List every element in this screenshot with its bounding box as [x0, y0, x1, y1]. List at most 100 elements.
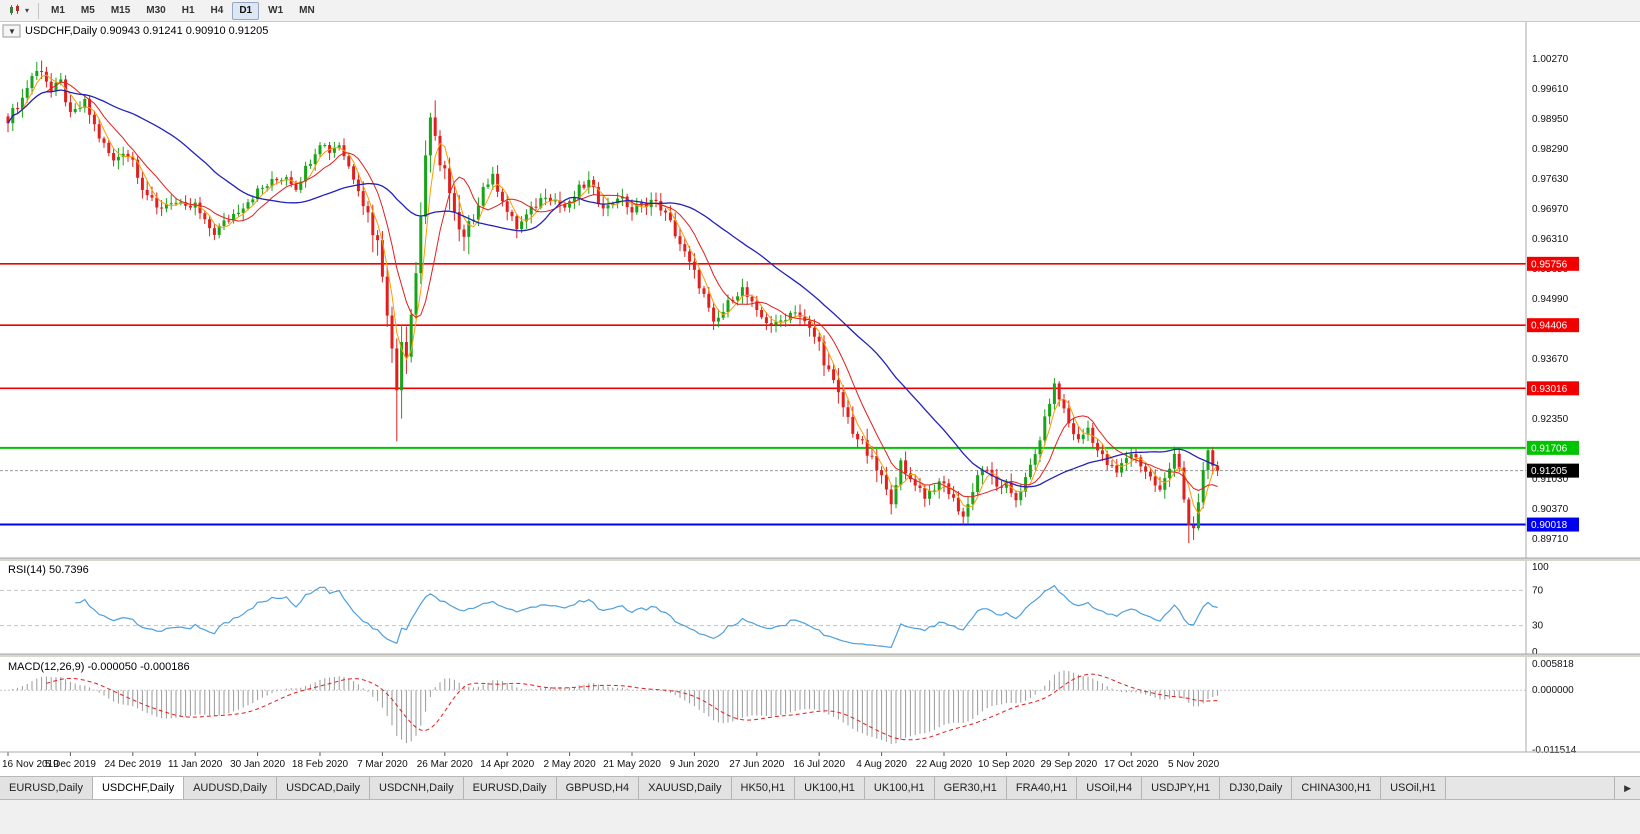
time-scale-label: 5 Nov 2020: [1168, 759, 1220, 770]
chart-tab-dj30-daily[interactable]: DJ30,Daily: [1220, 777, 1293, 799]
rsi-line: [75, 584, 1218, 649]
svg-text:0.99610: 0.99610: [1532, 84, 1569, 95]
chevron-down-icon: ▾: [25, 5, 30, 15]
chart-tab-audusd-daily[interactable]: AUDUSD,Daily: [184, 777, 278, 799]
chart-tab-uk100-h1[interactable]: UK100,H1: [795, 777, 865, 799]
ma-line-9: [7, 81, 1218, 498]
svg-text:0.94990: 0.94990: [1532, 294, 1569, 305]
bottom-filler: [0, 800, 1640, 834]
time-scale-label: 30 Jan 2020: [230, 759, 285, 770]
one-click-trading-arrow-icon[interactable]: ▼: [8, 27, 16, 36]
time-scale-label: 16 Jul 2020: [793, 759, 845, 770]
moving-average-lines: [7, 74, 1219, 515]
rsi-indicator: 100 70 30 0: [0, 562, 1549, 658]
time-scale-label: 11 Jan 2020: [168, 759, 223, 770]
macd-panel-title: MACD(12,26,9) -0.000050 -0.000186: [8, 661, 190, 673]
svg-text:0.90370: 0.90370: [1532, 504, 1569, 515]
svg-text:0.90018: 0.90018: [1531, 520, 1568, 531]
chart-window: 1.00270 0.99610 0.98950 0.98290 0.97630 0.969…: [0, 22, 1640, 772]
candlestick-chart-icon: [10, 4, 19, 15]
timeframe-button-h1[interactable]: H1: [181, 4, 195, 16]
panel-divider-rsi[interactable]: [0, 558, 1640, 561]
svg-text:0.96310: 0.96310: [1532, 234, 1569, 245]
chart-tab-usdcnh-daily[interactable]: USDCNH,Daily: [370, 777, 464, 799]
svg-text:0.91205: 0.91205: [1531, 466, 1568, 477]
svg-text:100: 100: [1532, 562, 1549, 573]
chart-tab-eurusd-daily[interactable]: EURUSD,Daily: [463, 777, 557, 799]
one-click-trading-box[interactable]: [2, 24, 21, 38]
chart-title-ohlc: USDCHF,Daily 0.90943 0.91241 0.90910 0.9…: [25, 25, 268, 37]
time-scale-label: 22 Aug 2020: [916, 759, 973, 770]
chart-tabs-bar: EURUSD,Daily USDCHF,Daily AUDUSD,Daily USDC…: [0, 776, 1640, 800]
chart-tab-usoil-h1[interactable]: USOil,H1: [1381, 777, 1446, 799]
svg-text:-0.011514: -0.011514: [1532, 745, 1577, 756]
timeframe-buttons-group: M1 M5 M15 M30 H1 H4 D1 W1 MN: [44, 1, 322, 20]
svg-text:0: 0: [1532, 647, 1538, 658]
svg-text:0.97630: 0.97630: [1532, 174, 1569, 185]
svg-text:70: 70: [1532, 585, 1544, 596]
time-scale-label: 17 Oct 2020: [1104, 759, 1159, 770]
time-scale-label: 21 May 2020: [603, 759, 661, 770]
time-scale-label: 24 Dec 2019: [104, 759, 161, 770]
svg-text:0.92350: 0.92350: [1532, 414, 1569, 425]
svg-text:0.98950: 0.98950: [1532, 114, 1569, 125]
chart-tab-usdjpy-h1[interactable]: USDJPY,H1: [1142, 777, 1221, 799]
timeframe-button-m30[interactable]: M30: [146, 4, 166, 16]
chart-tab-xauusd-daily[interactable]: XAUUSD,Daily: [639, 777, 732, 799]
chart-tab-uk100-h1[interactable]: UK100,H1: [864, 777, 935, 799]
chart-tab-hk50-h1[interactable]: HK50,H1: [731, 777, 796, 799]
svg-text:0.93016: 0.93016: [1531, 384, 1568, 395]
svg-text:0.96970: 0.96970: [1532, 204, 1569, 215]
chart-tab-gbpusd-h4[interactable]: GBPUSD,H4: [556, 777, 640, 799]
time-scale-label: 4 Aug 2020: [856, 759, 907, 770]
time-scale-label: 18 Feb 2020: [292, 759, 349, 770]
time-scale-label: 26 Mar 2020: [417, 759, 474, 770]
svg-text:0.005818: 0.005818: [1532, 659, 1574, 670]
svg-text:30: 30: [1532, 621, 1544, 632]
timeframe-button-m15[interactable]: M15: [110, 4, 131, 16]
chart-tab-eurusd-daily[interactable]: EURUSD,Daily: [0, 777, 93, 799]
svg-text:0.91706: 0.91706: [1531, 443, 1568, 454]
svg-text:0.91030: 0.91030: [1532, 474, 1569, 485]
time-scale-label: 7 Mar 2020: [357, 759, 408, 770]
toolbar-separator: [38, 2, 40, 19]
chart-tab-usoil-h4[interactable]: USOil,H4: [1077, 777, 1143, 799]
svg-text:0.94406: 0.94406: [1531, 321, 1568, 332]
chart-tab-fra40-h1[interactable]: FRA40,H1: [1006, 777, 1078, 799]
chart-canvas[interactable]: 1.00270 0.99610 0.98950 0.98290 0.97630 0.969…: [0, 22, 1640, 772]
horizontal-level-lines[interactable]: [0, 263, 1526, 526]
svg-text:0.95756: 0.95756: [1531, 259, 1568, 270]
ma-line-4: [7, 74, 1219, 515]
chart-tab-ger30-h1[interactable]: GER30,H1: [934, 777, 1007, 799]
time-scale-label: 2 May 2020: [543, 759, 596, 770]
chart-tab-usdcad-daily[interactable]: USDCAD,Daily: [277, 777, 371, 799]
rsi-panel-title: RSI(14) 50.7396: [8, 564, 89, 576]
macd-signal-line: [46, 673, 1218, 741]
timeframe-button-m5[interactable]: M5: [80, 4, 95, 16]
timeframe-button-h4[interactable]: H4: [210, 4, 224, 16]
svg-text:0.93670: 0.93670: [1532, 354, 1569, 365]
time-scale-label: 16 Nov 2019: [2, 759, 59, 770]
chart-tab-china300-h1[interactable]: CHINA300,H1: [1292, 777, 1382, 799]
svg-text:0.98290: 0.98290: [1532, 144, 1569, 155]
svg-text:1.00270: 1.00270: [1532, 54, 1569, 65]
timeframe-button-m1[interactable]: M1: [51, 4, 65, 16]
panel-divider-macd[interactable]: [0, 654, 1640, 657]
tabs-scroll-right-button[interactable]: ▶: [1614, 777, 1640, 799]
timeframe-button-d1[interactable]: D1: [232, 1, 260, 20]
chart-tab-usdchf-daily[interactable]: USDCHF,Daily: [92, 777, 185, 799]
time-scale-label: 5 Dec 2019: [45, 759, 97, 770]
time-scale-label: 14 Apr 2020: [480, 759, 534, 770]
timeframe-button-mn[interactable]: MN: [299, 4, 315, 16]
timeframe-toolbar: ▾ M1 M5 M15 M30 H1 H4 D1 W1 MN: [0, 0, 1640, 22]
time-scale-label: 10 Sep 2020: [978, 759, 1035, 770]
svg-text:0.89710: 0.89710: [1532, 534, 1569, 545]
svg-text:0.000000: 0.000000: [1532, 685, 1574, 696]
timeframe-button-w1[interactable]: W1: [268, 4, 284, 16]
price-scale: 1.00270 0.99610 0.98950 0.98290 0.97630 0.969…: [1527, 54, 1579, 545]
chart-type-button[interactable]: ▾: [4, 2, 33, 19]
time-scale-label: 29 Sep 2020: [1040, 759, 1097, 770]
macd-indicator: 0.005818 0.000000 -0.011514: [0, 659, 1577, 756]
